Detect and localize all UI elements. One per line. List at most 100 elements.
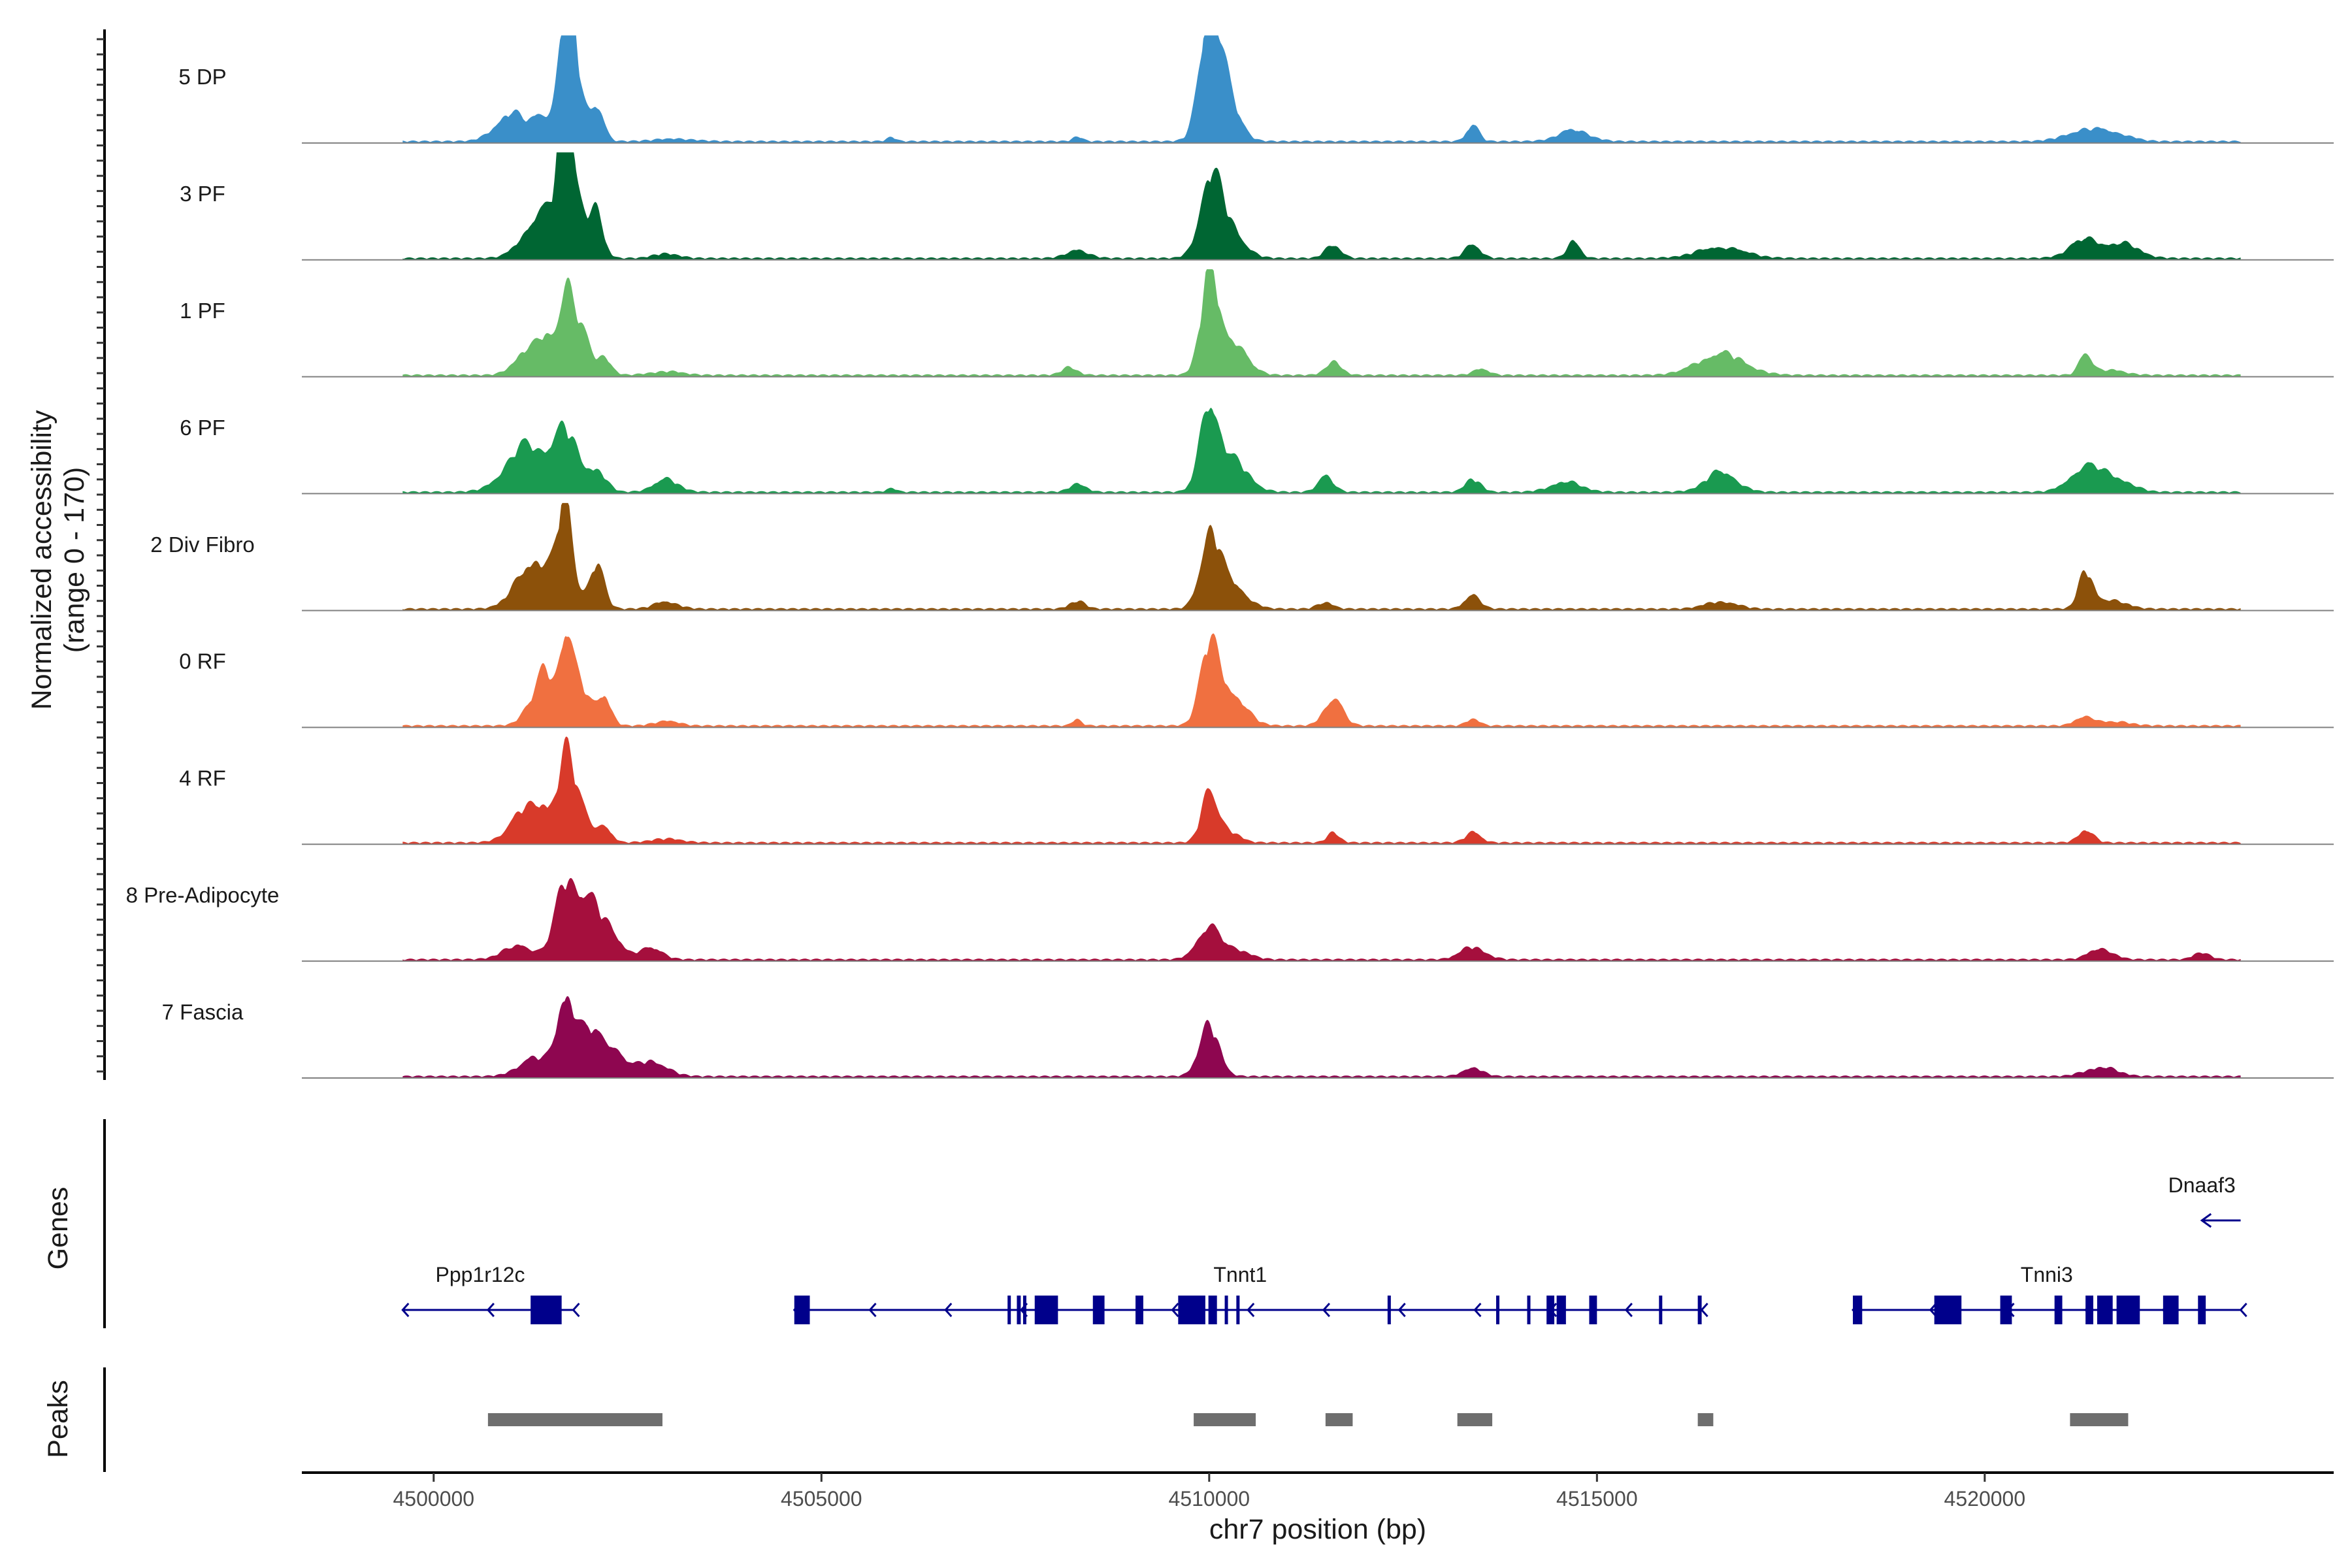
coverage-area-4-rf <box>402 736 2241 845</box>
exon <box>2000 1296 2012 1324</box>
exon <box>1589 1296 1597 1324</box>
exon <box>1092 1296 1105 1324</box>
strand-arrow <box>572 1302 580 1318</box>
exon <box>1546 1296 1555 1324</box>
strand-arrow <box>1171 1302 1179 1318</box>
strand-arrow <box>1473 1302 1482 1318</box>
exon <box>2054 1296 2063 1324</box>
exon <box>2116 1296 2140 1324</box>
peaks-panel-title: Peaks <box>42 1380 74 1458</box>
strand-arrow <box>2239 1302 2247 1318</box>
track-label-7-fascia: 7 Fascia <box>162 1000 244 1024</box>
strand-arrow <box>944 1302 953 1318</box>
exon <box>1934 1296 1962 1324</box>
coverage-track-2-div-fibro <box>302 502 2334 612</box>
exon <box>2198 1296 2206 1324</box>
exon <box>1135 1296 1143 1324</box>
gene-label-ppp1r12c: Ppp1r12c <box>436 1263 525 1286</box>
coverage-area-3-pf <box>402 152 2241 260</box>
x-tick-label: 4500000 <box>393 1487 475 1511</box>
exon <box>2085 1296 2094 1324</box>
coverage-area-5-dp <box>402 35 2241 143</box>
gene-dnaaf3: Dnaaf3 <box>2168 1173 2241 1228</box>
x-axis: 4500000 4505000 4510000 4515000 4520000 <box>393 1473 2026 1511</box>
exon <box>1034 1296 1058 1324</box>
exon <box>1387 1296 1391 1324</box>
y-axis-subtitle: (range 0 - 170) <box>59 467 90 653</box>
gene-tnni3: Tnni3 <box>1852 1263 2247 1324</box>
gene-ppp1r12c: Ppp1r12c <box>401 1263 580 1324</box>
strand-arrow <box>1624 1302 1633 1318</box>
coverage-track-7-fascia <box>302 996 2334 1079</box>
gene-label-tnnt1: Tnnt1 <box>1213 1263 1267 1286</box>
peak-region <box>1697 1413 1714 1426</box>
coverage-track-4-rf <box>302 736 2334 845</box>
x-tick-label: 4505000 <box>781 1487 862 1511</box>
track-label-4-rf: 4 RF <box>179 766 226 791</box>
exon <box>1178 1296 1205 1324</box>
y-axis-title: Normalized accessibility <box>26 410 57 710</box>
exon <box>1496 1296 1500 1324</box>
exon <box>2097 1296 2113 1324</box>
x-tick-label: 4515000 <box>1556 1487 1638 1511</box>
coverage-area-7-fascia <box>402 996 2241 1078</box>
coverage-area-0-rf <box>402 633 2241 728</box>
coverage-area-8-pre-adipocyte <box>402 877 2241 962</box>
coverage-area-6-pf <box>402 408 2241 494</box>
strand-arrow <box>2200 1213 2212 1228</box>
genes-panel-title: Genes <box>42 1187 74 1270</box>
exon <box>1556 1296 1566 1324</box>
track-label-0-rf: 0 RF <box>179 649 226 674</box>
track-labels: 5 DP 3 PF 1 PF 6 PF 2 Div Fibro 0 RF 4 RF 8 Pre… <box>126 65 280 1024</box>
coverage-area-1-pf <box>402 269 2241 377</box>
exon <box>1017 1296 1021 1324</box>
track-label-5-dp: 5 DP <box>178 65 226 89</box>
exon <box>1659 1296 1663 1324</box>
coverage-area-2-div-fibro <box>402 502 2241 611</box>
exon <box>1022 1296 1026 1324</box>
y-axis <box>97 29 106 1080</box>
exon <box>1208 1296 1217 1324</box>
strand-arrow <box>401 1302 410 1318</box>
exon <box>1697 1296 1702 1324</box>
exon <box>1224 1296 1228 1324</box>
track-label-8-pre-adipocyte: 8 Pre-Adipocyte <box>126 883 280 907</box>
genes-panel: Ppp1r12c Tnnt1 Tnni3 Dnaaf3 <box>401 1173 2247 1324</box>
gene-label-tnni3: Tnni3 <box>2021 1263 2073 1286</box>
coverage-tracks <box>302 35 2334 1079</box>
x-axis-title: chr7 position (bp) <box>1209 1514 1426 1545</box>
peaks-panel <box>487 1413 2129 1426</box>
gene-tnnt1: Tnnt1 <box>792 1263 1708 1324</box>
exon <box>1853 1296 1863 1324</box>
exon <box>794 1296 810 1324</box>
coverage-track-8-pre-adipocyte <box>302 877 2334 962</box>
exon <box>2163 1296 2179 1324</box>
peak-region <box>2070 1413 2129 1426</box>
strand-arrow <box>868 1302 877 1318</box>
track-label-6-pf: 6 PF <box>180 416 225 440</box>
coverage-track-0-rf <box>302 633 2334 728</box>
exon <box>1007 1296 1011 1324</box>
coverage-track-6-pf <box>302 408 2334 495</box>
strand-arrow <box>486 1302 495 1318</box>
x-tick-label: 4520000 <box>1944 1487 2026 1511</box>
coverage-track-1-pf <box>302 269 2334 378</box>
track-label-1-pf: 1 PF <box>180 299 225 323</box>
strand-arrow <box>1700 1302 1708 1318</box>
exon <box>1527 1296 1531 1324</box>
strand-arrow <box>1397 1302 1406 1318</box>
peak-region <box>1194 1413 1256 1426</box>
gene-label-dnaaf3: Dnaaf3 <box>2168 1173 2236 1197</box>
coverage-track-3-pf <box>302 152 2334 261</box>
peak-region <box>1457 1413 1493 1426</box>
track-label-3-pf: 3 PF <box>180 182 225 206</box>
x-tick-label: 4510000 <box>1169 1487 1250 1511</box>
coverage-track-5-dp <box>302 35 2334 144</box>
strand-arrow <box>1322 1302 1331 1318</box>
strand-arrow <box>1247 1302 1255 1318</box>
peak-region <box>1325 1413 1353 1426</box>
exon <box>1236 1296 1240 1324</box>
peak-region <box>487 1413 662 1426</box>
track-label-2-div-fibro: 2 Div Fibro <box>150 532 255 557</box>
